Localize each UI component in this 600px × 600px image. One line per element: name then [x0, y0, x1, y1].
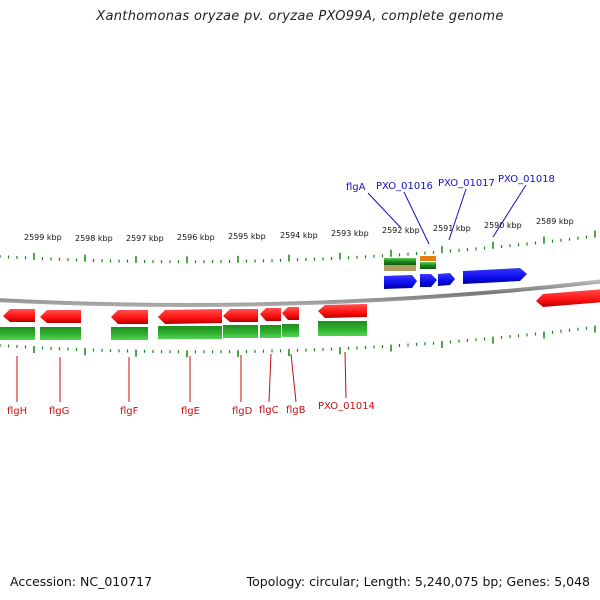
scale-label: 2589 kbp	[536, 217, 574, 226]
cds-bar-PXO_01016[interactable]	[420, 262, 436, 269]
scale-label: 2593 kbp	[331, 229, 369, 238]
cds-bar-flgA[interactable]	[384, 258, 416, 265]
reverse-gene-next[interactable]	[536, 289, 600, 307]
cds-bar-flgB[interactable]	[282, 324, 299, 337]
leader-line	[367, 192, 402, 229]
gene-label-flgD[interactable]: flgD	[232, 406, 253, 417]
cds-bar-flgG[interactable]	[40, 327, 81, 340]
reverse-label-leaders	[16, 351, 347, 403]
scale-label: 2598 kbp	[75, 234, 113, 243]
gene-label-flgG[interactable]: flgG	[49, 406, 69, 417]
scale-label: 2599 kbp	[24, 233, 62, 242]
gene-label-flgE[interactable]: flgE	[181, 406, 200, 417]
scale-label: 2597 kbp	[126, 234, 164, 243]
cds-bar-flgA-misc[interactable]	[384, 265, 416, 271]
leader-line	[403, 191, 430, 245]
genome-summary-text: Topology: circular; Length: 5,240,075 bp…	[246, 574, 590, 589]
scale-label: 2596 kbp	[177, 233, 215, 242]
cds-bar-flgD[interactable]	[223, 325, 258, 338]
reverse-cds-bars	[0, 321, 367, 340]
reverse-gene-labels: flgH flgG flgF flgE flgD flgC flgB PXO_0…	[7, 401, 375, 417]
scale-label: 2592 kbp	[382, 226, 420, 235]
reverse-gene-flgG[interactable]	[40, 310, 81, 323]
reverse-gene-flgH[interactable]	[3, 309, 35, 322]
cds-bar-PXO_01016-misc[interactable]	[420, 256, 436, 261]
upper-tick-row	[0, 230, 596, 264]
leader-line	[492, 184, 527, 238]
leader-line	[290, 353, 297, 403]
forward-gene-PXO_01016[interactable]	[420, 274, 437, 287]
gene-label-PXO_01017[interactable]: PXO_01017	[438, 178, 495, 189]
gene-label-flgF[interactable]: flgF	[120, 406, 139, 417]
reverse-gene-flgD[interactable]	[223, 309, 258, 322]
cds-bar-flgH[interactable]	[0, 327, 35, 340]
reverse-gene-PXO_01014[interactable]	[318, 304, 367, 318]
reverse-gene-flgB[interactable]	[282, 307, 299, 320]
gene-label-flgA[interactable]: flgA	[346, 182, 366, 193]
forward-genes	[384, 268, 527, 289]
forward-gene-flgA[interactable]	[384, 275, 417, 289]
scale-label: 2591 kbp	[433, 224, 471, 233]
forward-gene-PXO_01018[interactable]	[463, 268, 527, 284]
leader-line	[268, 353, 272, 403]
gene-label-flgH[interactable]: flgH	[7, 406, 27, 417]
scale-label: 2590 kbp	[484, 221, 522, 230]
forward-gene-PXO_01017[interactable]	[438, 273, 455, 286]
genome-backbone	[0, 279, 600, 308]
gene-label-PXO_01016[interactable]: PXO_01016	[376, 181, 433, 192]
reverse-gene-flgE[interactable]	[158, 309, 222, 324]
reverse-gene-flgF[interactable]	[111, 310, 148, 324]
cds-bar-flgF[interactable]	[111, 327, 148, 340]
gene-label-PXO_01014[interactable]: PXO_01014	[318, 401, 375, 412]
reverse-gene-flgC[interactable]	[260, 308, 281, 321]
cds-bar-PXO_01014[interactable]	[318, 321, 367, 336]
gene-label-PXO_01018[interactable]: PXO_01018	[498, 174, 555, 185]
reverse-genes	[3, 289, 600, 324]
scale-label: 2594 kbp	[280, 231, 318, 240]
gene-label-flgC[interactable]: flgC	[259, 405, 279, 416]
scale-label: 2595 kbp	[228, 232, 266, 241]
leader-line	[344, 351, 347, 399]
map-title: Xanthomonas oryzae pv. oryzae PXO99A, co…	[96, 9, 504, 24]
scale-labels: 2599 kbp 2598 kbp 2597 kbp 2596 kbp 2595…	[24, 217, 574, 243]
forward-cds-bars	[384, 256, 436, 271]
cds-bar-flgE[interactable]	[158, 326, 222, 339]
gene-label-flgB[interactable]: flgB	[286, 405, 306, 416]
leader-line	[448, 188, 467, 241]
lower-tick-row	[0, 325, 596, 358]
accession-text: Accession: NC_010717	[10, 574, 153, 589]
cds-bar-flgC[interactable]	[260, 325, 281, 338]
forward-gene-labels: flgA PXO_01016 PXO_01017 PXO_01018	[346, 174, 555, 193]
forward-label-leaders	[367, 184, 527, 245]
